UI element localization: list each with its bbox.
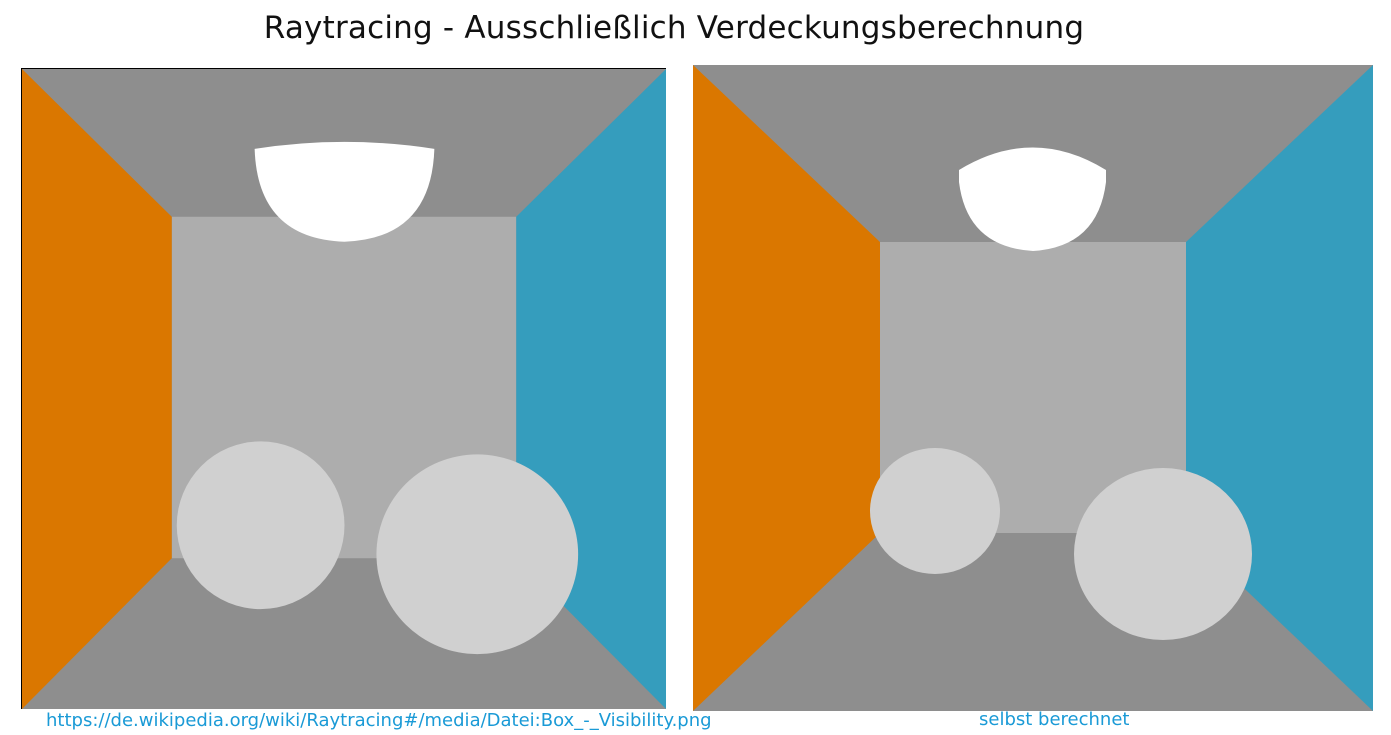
computed-render-image	[693, 65, 1373, 711]
wikipedia-source-link[interactable]: https://de.wikipedia.org/wiki/Raytracing…	[46, 710, 712, 731]
sphere-right	[1074, 468, 1252, 640]
page-title: Raytracing - Ausschließlich Verdeckungsb…	[263, 10, 1085, 46]
box-visibility-scene	[22, 69, 666, 709]
sphere-left	[870, 448, 1000, 574]
self-computed-caption: selbst berechnet	[979, 709, 1130, 730]
left-wall	[22, 69, 172, 709]
reference-render-image	[21, 68, 666, 709]
sphere-right	[376, 454, 579, 655]
left-wall	[693, 65, 880, 711]
ceiling-lamp	[254, 141, 435, 242]
ceiling-lamp	[959, 147, 1106, 251]
sphere-left	[176, 441, 345, 610]
self-computed-scene	[693, 65, 1373, 711]
